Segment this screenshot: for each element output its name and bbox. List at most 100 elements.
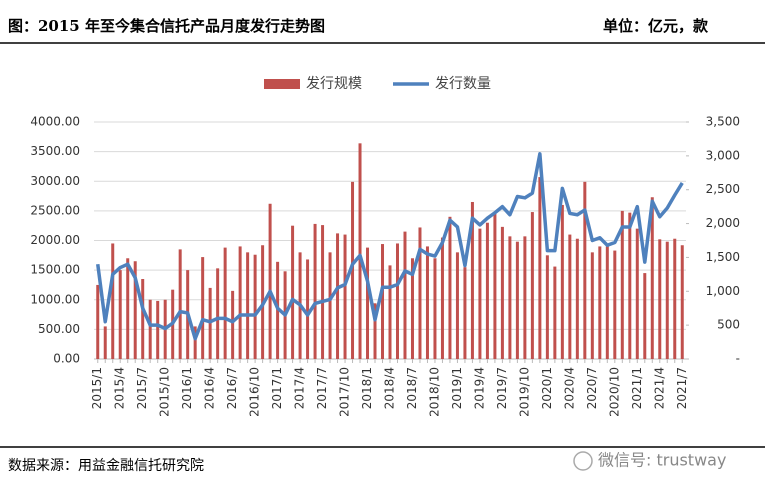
bar [455,252,459,359]
bar [568,234,572,359]
x-tick-label: 2018/10 [427,367,441,417]
bar [680,245,684,359]
y-tick-label: 1000.00 [30,292,80,306]
bar [156,300,160,359]
bar [388,265,392,359]
x-tick-label: 2019/4 [472,367,486,409]
bar [313,223,317,359]
bar [268,203,272,359]
y-tick-label: 3500.00 [30,144,80,158]
bar [605,246,609,359]
x-tick-label: 2018/7 [405,367,419,409]
bar [635,228,639,359]
x-tick-label: 2020/4 [562,367,576,409]
x-tick-label: 2017/4 [293,367,307,409]
bar [665,241,669,359]
bar [508,236,512,359]
bar [553,266,557,359]
x-tick-label: 2016/7 [225,367,239,409]
bar [193,326,197,359]
y2-tick-label: 2,000 [706,216,740,230]
bar [328,252,332,359]
chart-title: 图：2015 年至今集合信托产品月度发行走势图 [8,17,325,35]
bar [351,181,355,359]
bar [530,212,534,359]
wechat-icon [573,451,593,471]
x-tick-label: 2017/10 [338,367,352,417]
x-tick-label: 2017/7 [315,367,329,409]
x-tick-label: 2017/1 [270,367,284,409]
bar [96,284,100,359]
bar [231,290,235,359]
bar [440,237,444,359]
bar [201,257,205,359]
y2-tick-label: 500 [717,318,740,332]
bar [493,213,497,359]
x-tick-label: 2015/10 [158,367,172,417]
bar [291,225,295,359]
bar [216,268,220,359]
watermark: 微信号: trustway [598,451,726,470]
bar [148,299,152,359]
x-tick-label: 2019/10 [517,367,531,417]
x-tick-label: 2018/1 [360,367,374,409]
bar [500,226,504,359]
bar [141,279,145,359]
legend-label: 发行数量 [435,76,491,92]
bar [478,228,482,359]
bar [253,254,257,359]
line [96,152,684,341]
bar [433,258,437,359]
bar [306,259,310,359]
x-tick-label: 2015/4 [113,367,127,409]
y2-tick-label: 1,500 [706,250,740,264]
bar [650,197,654,359]
bar [628,212,632,359]
bar [238,246,242,359]
legend-swatch-bar [264,79,300,89]
bar [395,243,399,359]
y-tick-label: 2500.00 [30,203,80,217]
x-tick-label: 2021/7 [675,367,689,409]
bar [381,244,385,359]
x-tick-label: 2015/1 [90,367,104,409]
bar [590,252,594,359]
x-tick-label: 2019/7 [495,367,509,409]
bar [658,239,662,359]
y2-tick-label: 3,000 [706,148,740,162]
x-tick-label: 2021/1 [630,367,644,409]
y-tick-label: 4000.00 [30,115,80,129]
bar [223,247,227,359]
x-tick-label: 2021/4 [652,367,666,409]
bar [673,238,677,359]
bar [178,249,182,359]
bar [470,201,474,359]
x-tick-label: 2020/7 [585,367,599,409]
y2-tick-label: - [736,352,740,366]
bar [418,227,422,359]
y2-tick-label: 3,500 [706,115,740,129]
bar [515,241,519,359]
x-tick-label: 2020/10 [607,367,621,417]
bar [538,177,542,359]
x-tick-label: 2016/10 [248,367,262,417]
bar [448,216,452,359]
x-tick-label: 2018/4 [383,367,397,409]
bar [598,246,602,359]
bar [111,243,115,359]
y-tick-label: 500.00 [38,322,80,336]
y-tick-label: 1500.00 [30,263,80,277]
bar [463,267,467,359]
bar [523,236,527,359]
bar [403,231,407,359]
bar [246,252,250,359]
bar [373,303,377,359]
x-tick-label: 2019/1 [450,367,464,409]
bar [545,255,549,359]
source: 数据来源：用益金融信托研究院 [8,458,204,474]
bar [336,233,340,359]
bar [425,246,429,359]
x-tick-label: 2016/1 [180,367,194,409]
bar [583,181,587,359]
